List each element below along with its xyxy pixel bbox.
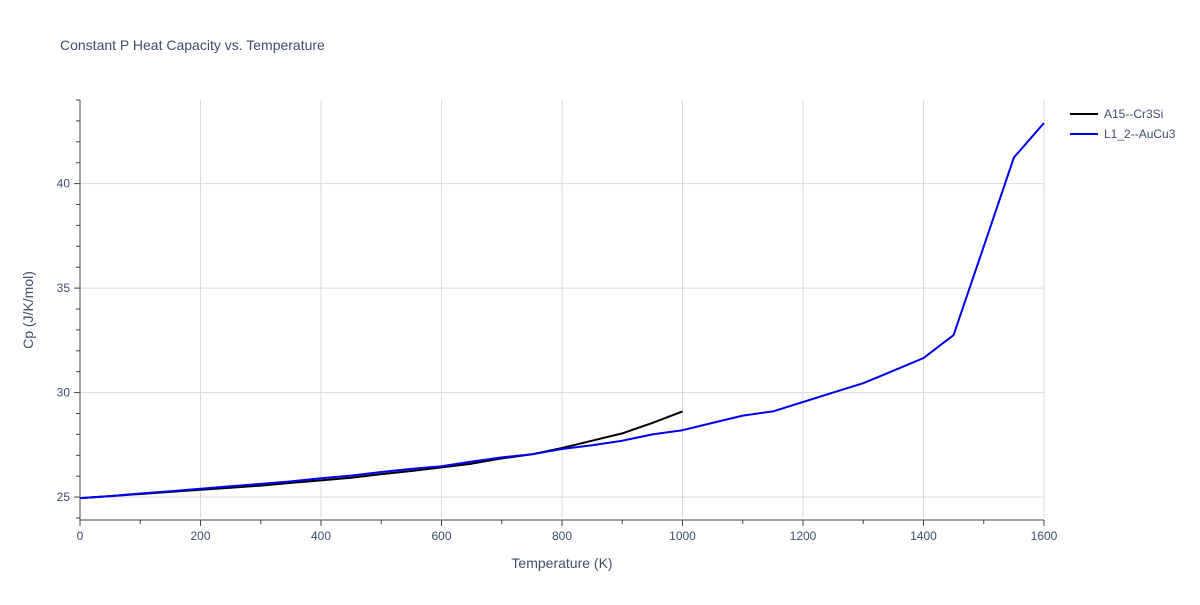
x-tick-label: 0	[77, 529, 84, 543]
x-tick-label: 1200	[790, 529, 817, 543]
y-tick-label: 35	[57, 281, 71, 295]
y-tick-label: 40	[57, 177, 71, 191]
y-tick-label: 30	[57, 386, 71, 400]
x-tick-label: 600	[431, 529, 451, 543]
series-line-a15-cr3si	[79, 410, 683, 500]
y-axis-label: Cp (J/K/mol)	[20, 271, 36, 349]
x-tick-label: 1400	[910, 529, 937, 543]
x-tick-label: 1600	[1031, 529, 1058, 543]
legend-label: L1_2--AuCu3	[1104, 127, 1176, 141]
x-axis-label: Temperature (K)	[511, 555, 612, 571]
series-line-l1-2-aucu3	[79, 122, 1045, 500]
x-tick-label: 800	[552, 529, 572, 543]
legend-label: A15--Cr3Si	[1104, 107, 1163, 121]
x-tick-label: 400	[311, 529, 331, 543]
grid-layer	[80, 100, 1045, 518]
x-tick-label: 1000	[669, 529, 696, 543]
chart-title: Constant P Heat Capacity vs. Temperature	[60, 37, 325, 53]
series-layer	[79, 122, 1045, 500]
legend: A15--Cr3Si L1_2--AuCu3	[1070, 107, 1176, 141]
y-tick-label: 25	[57, 490, 71, 504]
x-tick-label: 200	[190, 529, 210, 543]
axis-layer: 0 200 400 600 800 1000 1200 1400 1600 25 30 35 40	[57, 99, 1058, 543]
